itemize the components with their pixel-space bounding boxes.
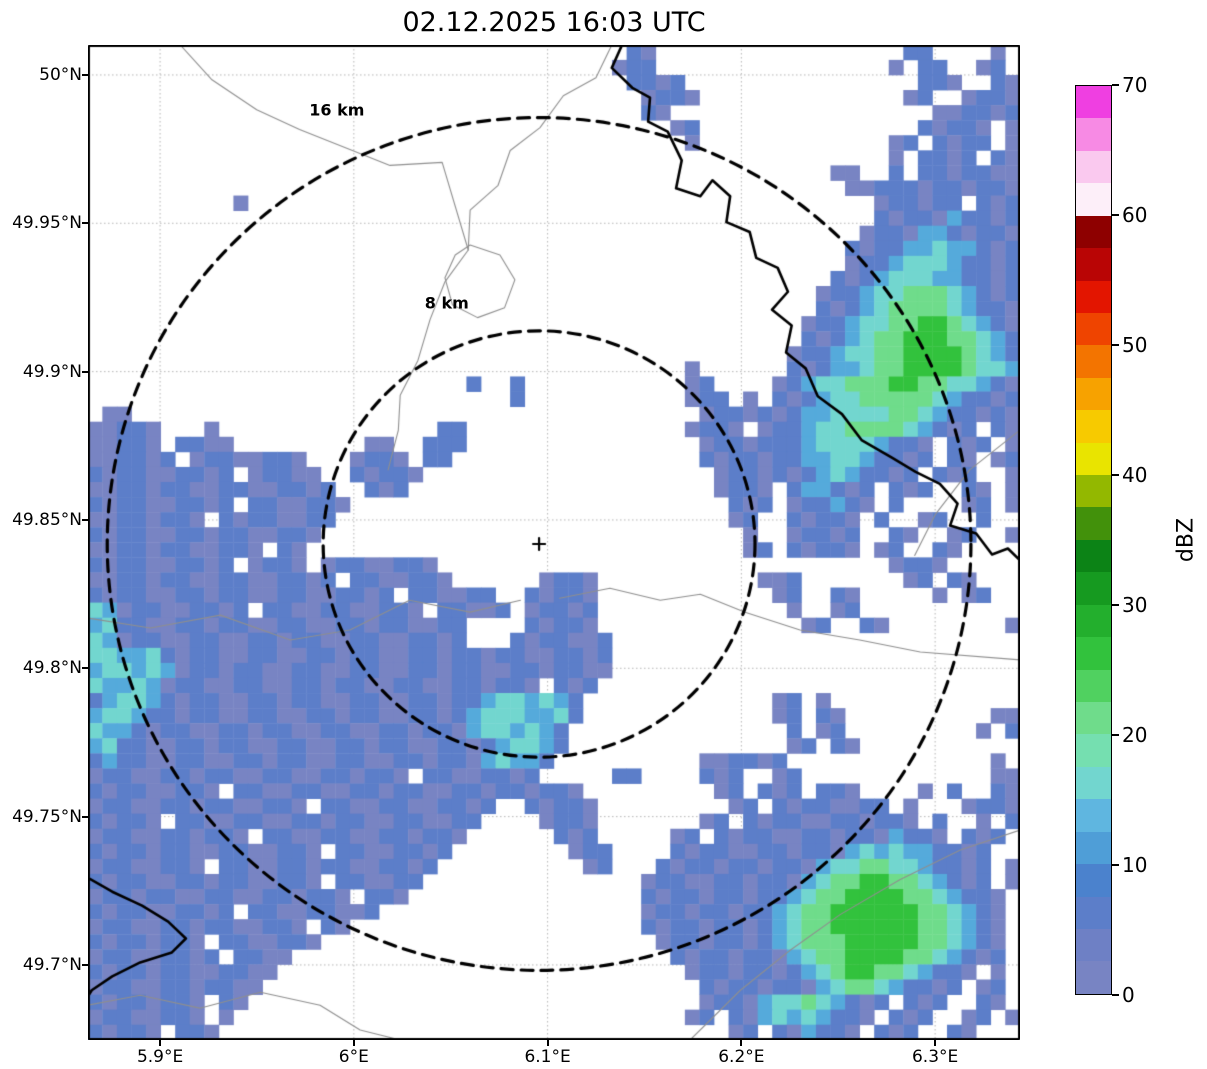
colorbar-tick-mark [1112,734,1119,736]
figure-title: 02.12.2025 16:03 UTC [402,7,706,38]
colorbar-segment [1076,702,1111,735]
colorbar-segment [1076,831,1111,865]
colorbar-segment [1076,539,1111,573]
colorbar-segment [1076,410,1111,443]
colorbar-segment [1076,637,1111,670]
range-ring-label-8km: 8 km [424,293,469,313]
colorbar-tick-mark [1112,604,1119,606]
colorbar-segment [1076,150,1111,184]
colorbar-segment [1076,766,1111,800]
colorbar-tick-label: 20 [1122,723,1148,747]
colorbar-segment [1076,734,1111,767]
y-tick-label: 49.85°N [12,509,82,530]
x-tick-mark [352,1040,355,1046]
colorbar-segment [1076,86,1111,119]
colorbar-label: dBZ [1173,517,1199,563]
colorbar-tick-label: 30 [1122,593,1148,617]
colorbar-segment [1076,604,1111,638]
colorbar-tick-label: 50 [1122,333,1148,357]
y-tick-mark [82,222,88,225]
colorbar-tick-label: 60 [1122,203,1148,227]
range-ring-label-16km: 16 km [309,100,365,120]
x-tick-label: 6.2°E [718,1047,765,1067]
colorbar-tick-label: 10 [1122,853,1148,877]
colorbar-tick-label: 40 [1122,463,1148,487]
y-tick-label: 49.95°N [12,213,82,234]
y-tick-mark [82,667,88,670]
y-tick-mark [82,963,88,966]
y-tick-label: 49.9°N [22,361,82,382]
x-tick-label: 6°E [338,1047,369,1067]
x-tick-label: 6.1°E [524,1047,571,1067]
colorbar-segment [1076,961,1111,994]
colorbar-segment [1076,475,1111,508]
y-tick-mark [82,815,88,818]
x-tick-mark [934,1040,937,1046]
colorbar-segment [1076,248,1111,281]
colorbar-segment [1076,215,1111,249]
y-tick-mark [82,73,88,76]
colorbar-tick-mark [1112,994,1119,996]
colorbar-segment [1076,799,1111,832]
colorbar-segment [1076,896,1111,929]
colorbar-segment [1076,507,1111,540]
y-tick-mark [82,518,88,521]
colorbar-segment [1076,280,1111,313]
colorbar-segment [1076,312,1111,346]
y-tick-label: 49.7°N [22,954,82,975]
colorbar-segment [1076,377,1111,411]
colorbar-segment [1076,864,1111,897]
colorbar-segment [1076,118,1111,151]
x-tick-mark [546,1040,549,1046]
x-tick-mark [740,1040,743,1046]
colorbar-tick-mark [1112,84,1119,86]
y-tick-label: 49.75°N [12,806,82,827]
colorbar-segment [1076,669,1111,703]
y-tick-mark [82,370,88,373]
x-tick-mark [159,1040,162,1046]
colorbar-tick-mark [1112,864,1119,866]
colorbar-tick-mark [1112,214,1119,216]
x-tick-label: 6.3°E [911,1047,959,1067]
colorbar-segment [1076,928,1111,962]
colorbar-tick-mark [1112,344,1119,346]
colorbar-segment [1076,183,1111,216]
colorbar-tick-label: 70 [1122,73,1148,97]
colorbar-segment [1076,345,1111,378]
y-tick-label: 49.8°N [22,658,82,679]
radar-map-canvas [88,45,1020,1040]
colorbar-segment [1076,442,1111,476]
colorbar-segment [1076,572,1111,605]
colorbar-tick-label: 0 [1122,983,1135,1007]
x-tick-label: 5.9°E [136,1047,184,1067]
y-tick-label: 50°N [39,64,82,85]
colorbar-tick-mark [1112,474,1119,476]
colorbar-gradient [1075,85,1112,995]
map-plot: 16 km 8 km [88,45,1020,1040]
